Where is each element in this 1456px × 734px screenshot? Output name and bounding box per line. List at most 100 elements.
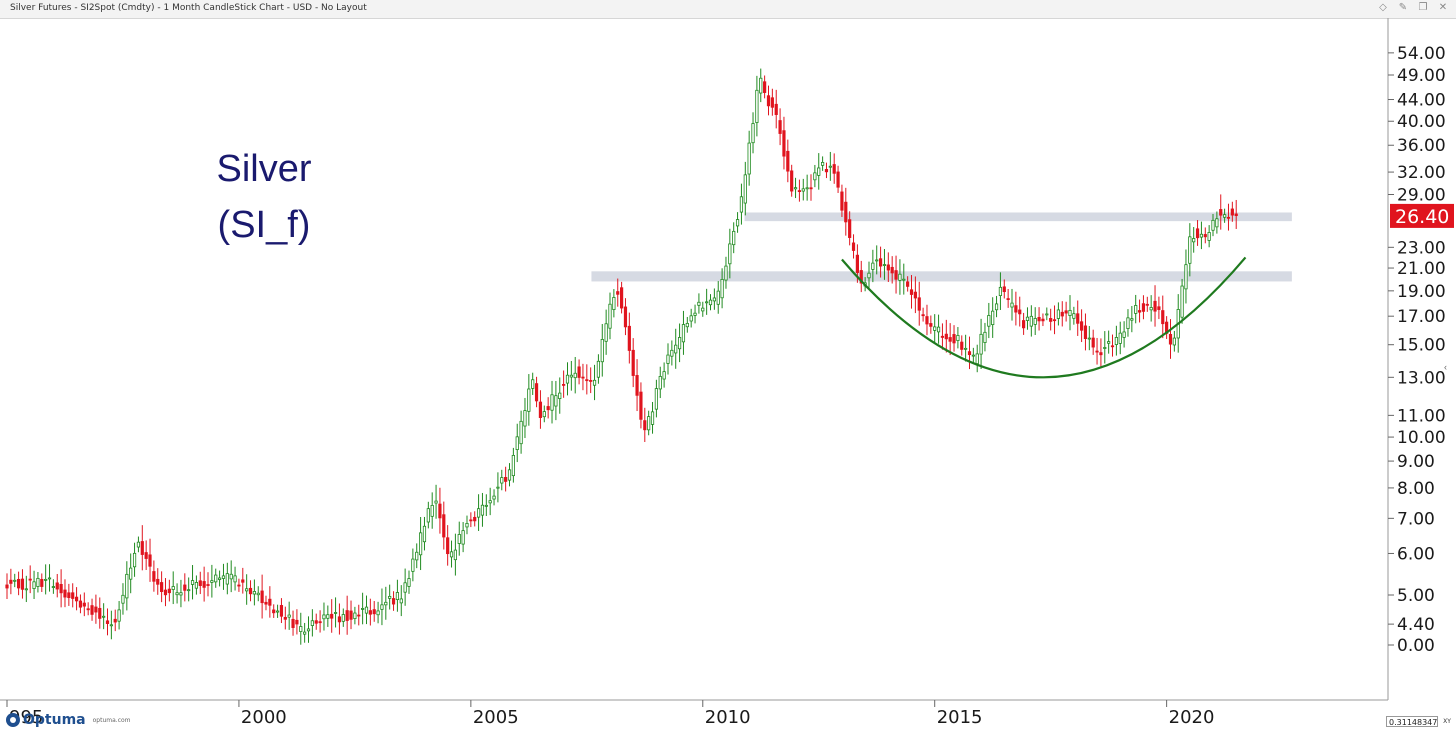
candle-body <box>391 598 396 605</box>
candle-body <box>793 187 798 190</box>
candle-body <box>16 578 21 589</box>
candle-body <box>940 335 945 338</box>
x-tick-label: 2015 <box>937 707 983 728</box>
candle-body <box>817 167 821 176</box>
candle-body <box>534 383 539 402</box>
diamond-icon[interactable]: ◇ <box>1379 2 1387 13</box>
candle-body <box>287 614 291 618</box>
candle-body <box>109 624 113 627</box>
candle-body <box>1219 209 1223 216</box>
candle-body <box>102 615 106 618</box>
candle-body <box>152 571 156 582</box>
candle-body <box>36 577 40 587</box>
candle-body <box>1223 214 1227 218</box>
candle-body <box>465 523 469 528</box>
x-tick-label: 2010 <box>705 707 751 728</box>
candle-body <box>538 401 543 418</box>
candle-body <box>635 375 639 396</box>
candle-body <box>616 291 620 295</box>
candle-body <box>554 395 558 407</box>
candle-body <box>496 486 500 489</box>
candle-body <box>581 376 585 379</box>
candle-body <box>260 590 264 604</box>
restore-icon[interactable]: ❐ <box>1418 2 1428 13</box>
candle-body <box>349 610 353 620</box>
candle-body <box>20 578 25 590</box>
candle-body <box>1172 337 1176 346</box>
candle-body <box>13 579 17 582</box>
candle-body <box>832 164 836 174</box>
candle-body <box>1180 285 1184 318</box>
candle-body <box>1226 216 1231 219</box>
candle-body <box>1045 313 1049 316</box>
collapse-arrow-icon[interactable]: ‹ <box>1444 362 1447 372</box>
candle-body <box>9 579 13 584</box>
candle-body <box>1157 306 1161 310</box>
candle-body <box>306 628 311 632</box>
candle-body <box>766 95 771 107</box>
close-icon[interactable]: ✕ <box>1438 2 1448 13</box>
candle-body <box>28 578 32 581</box>
candle-body <box>925 316 929 325</box>
candle-body <box>407 578 411 587</box>
candle-body <box>964 347 968 350</box>
candle-body <box>778 120 782 134</box>
candle-body <box>461 530 465 545</box>
candle-body <box>1122 331 1126 338</box>
logo-name: Optuma <box>23 712 86 728</box>
candle-body <box>272 609 276 614</box>
pin-icon[interactable]: ✎ <box>1398 2 1408 13</box>
y-tick-label: 15.00 <box>1397 336 1446 356</box>
candle-body <box>801 188 805 192</box>
candle-body <box>1130 318 1134 321</box>
candle-body <box>728 243 732 265</box>
y-tick-label: 36.00 <box>1397 136 1446 156</box>
candle-body <box>909 289 914 295</box>
chart-title: Silver <box>216 148 311 190</box>
candle-body <box>786 150 790 172</box>
candle-body <box>596 360 601 378</box>
candle-body <box>446 537 450 555</box>
y-tick-label: 21.00 <box>1397 259 1446 279</box>
candle-body <box>681 324 686 343</box>
candle-body <box>47 577 52 580</box>
candle-body <box>979 333 983 355</box>
candle-body <box>890 266 894 274</box>
candle-body <box>160 582 164 592</box>
candle-body <box>604 323 608 342</box>
candle-body <box>225 573 229 585</box>
candle-body <box>210 580 214 583</box>
candle-body <box>117 609 121 622</box>
candle-body <box>747 142 751 175</box>
candle-body <box>712 297 716 302</box>
xy-toggle-button[interactable]: XY <box>1443 718 1451 725</box>
candle-body <box>457 534 461 544</box>
last-price-box <box>1390 203 1454 228</box>
candle-body <box>1161 310 1165 325</box>
candle-body <box>252 591 256 595</box>
y-tick-label: 11.00 <box>1397 406 1446 426</box>
candle-body <box>558 392 562 400</box>
candle-body <box>248 587 253 595</box>
candle-body <box>98 607 102 619</box>
candle-body <box>821 162 825 166</box>
candle-body <box>867 272 871 279</box>
candle-body <box>790 170 794 192</box>
candle-body <box>1141 303 1146 312</box>
candle-body <box>453 549 457 561</box>
candle-body <box>1118 332 1122 344</box>
candle-body <box>878 258 883 267</box>
candle-body <box>542 411 546 418</box>
candle-body <box>770 97 774 108</box>
candle-body <box>902 278 906 281</box>
candle-body <box>589 380 593 382</box>
y-tick-label: 40.00 <box>1397 112 1446 132</box>
candle-body <box>51 586 55 588</box>
candle-body <box>875 259 879 262</box>
candle-body <box>735 219 740 227</box>
candle-body <box>376 610 380 616</box>
candle-body <box>388 595 392 599</box>
last-price-label: 26.40 <box>1395 206 1449 228</box>
candle-body <box>1002 286 1006 293</box>
